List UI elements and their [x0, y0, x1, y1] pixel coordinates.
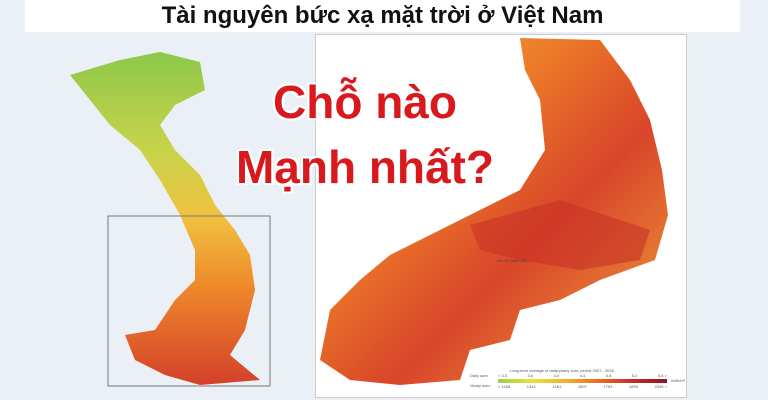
daily-value: 4.0 — [553, 373, 560, 378]
yearly-value: 2045 > — [654, 384, 667, 389]
city-label: Hồ Chí Minh City — [497, 258, 528, 263]
yearly-value: < 1168 — [498, 384, 511, 389]
legend-unit: kWh/m² — [671, 378, 685, 383]
daily-label: Daily sum: — [470, 373, 489, 378]
map-legend: Long-term average of daily/yearly sum, p… — [470, 368, 685, 389]
yearly-value: 1607 — [577, 384, 587, 389]
yearly-value: 1899 — [629, 384, 638, 389]
daily-value: 5.6 > — [657, 373, 667, 378]
yearly-value: 1314 — [526, 384, 536, 389]
daily-value: < 3.3 — [498, 373, 508, 378]
headline-line2: Mạnh nhất? — [235, 141, 495, 193]
daily-value: 4.8 — [605, 373, 612, 378]
yearly-value: 1461 — [552, 384, 562, 389]
legend-color-bar — [498, 379, 667, 383]
right-map-shape — [320, 38, 668, 385]
yearly-row: < 1168 1314 1461 1607 1753 1899 2045 > — [498, 384, 667, 389]
daily-value: 4.4 — [579, 373, 586, 378]
daily-value: 3.6 — [527, 373, 534, 378]
daily-value: 5.2 — [631, 373, 638, 378]
left-map-shape — [70, 52, 260, 385]
page-title: Tài nguyên bức xạ mặt trời ở Việt Nam — [161, 2, 604, 29]
yearly-label: Yearly sum: — [470, 383, 491, 388]
yearly-value: 1753 — [603, 384, 613, 389]
inset-box — [107, 215, 271, 387]
river-region — [470, 200, 650, 270]
daily-row: < 3.3 3.6 4.0 4.4 4.8 5.2 5.6 > — [498, 373, 667, 378]
headline-line1: Chỗ nào — [273, 76, 457, 128]
legend-caption: Long-term average of daily/yearly sum, p… — [510, 368, 614, 373]
title-bar: Tài nguyên bức xạ mặt trời ở Việt Nam — [25, 0, 740, 32]
